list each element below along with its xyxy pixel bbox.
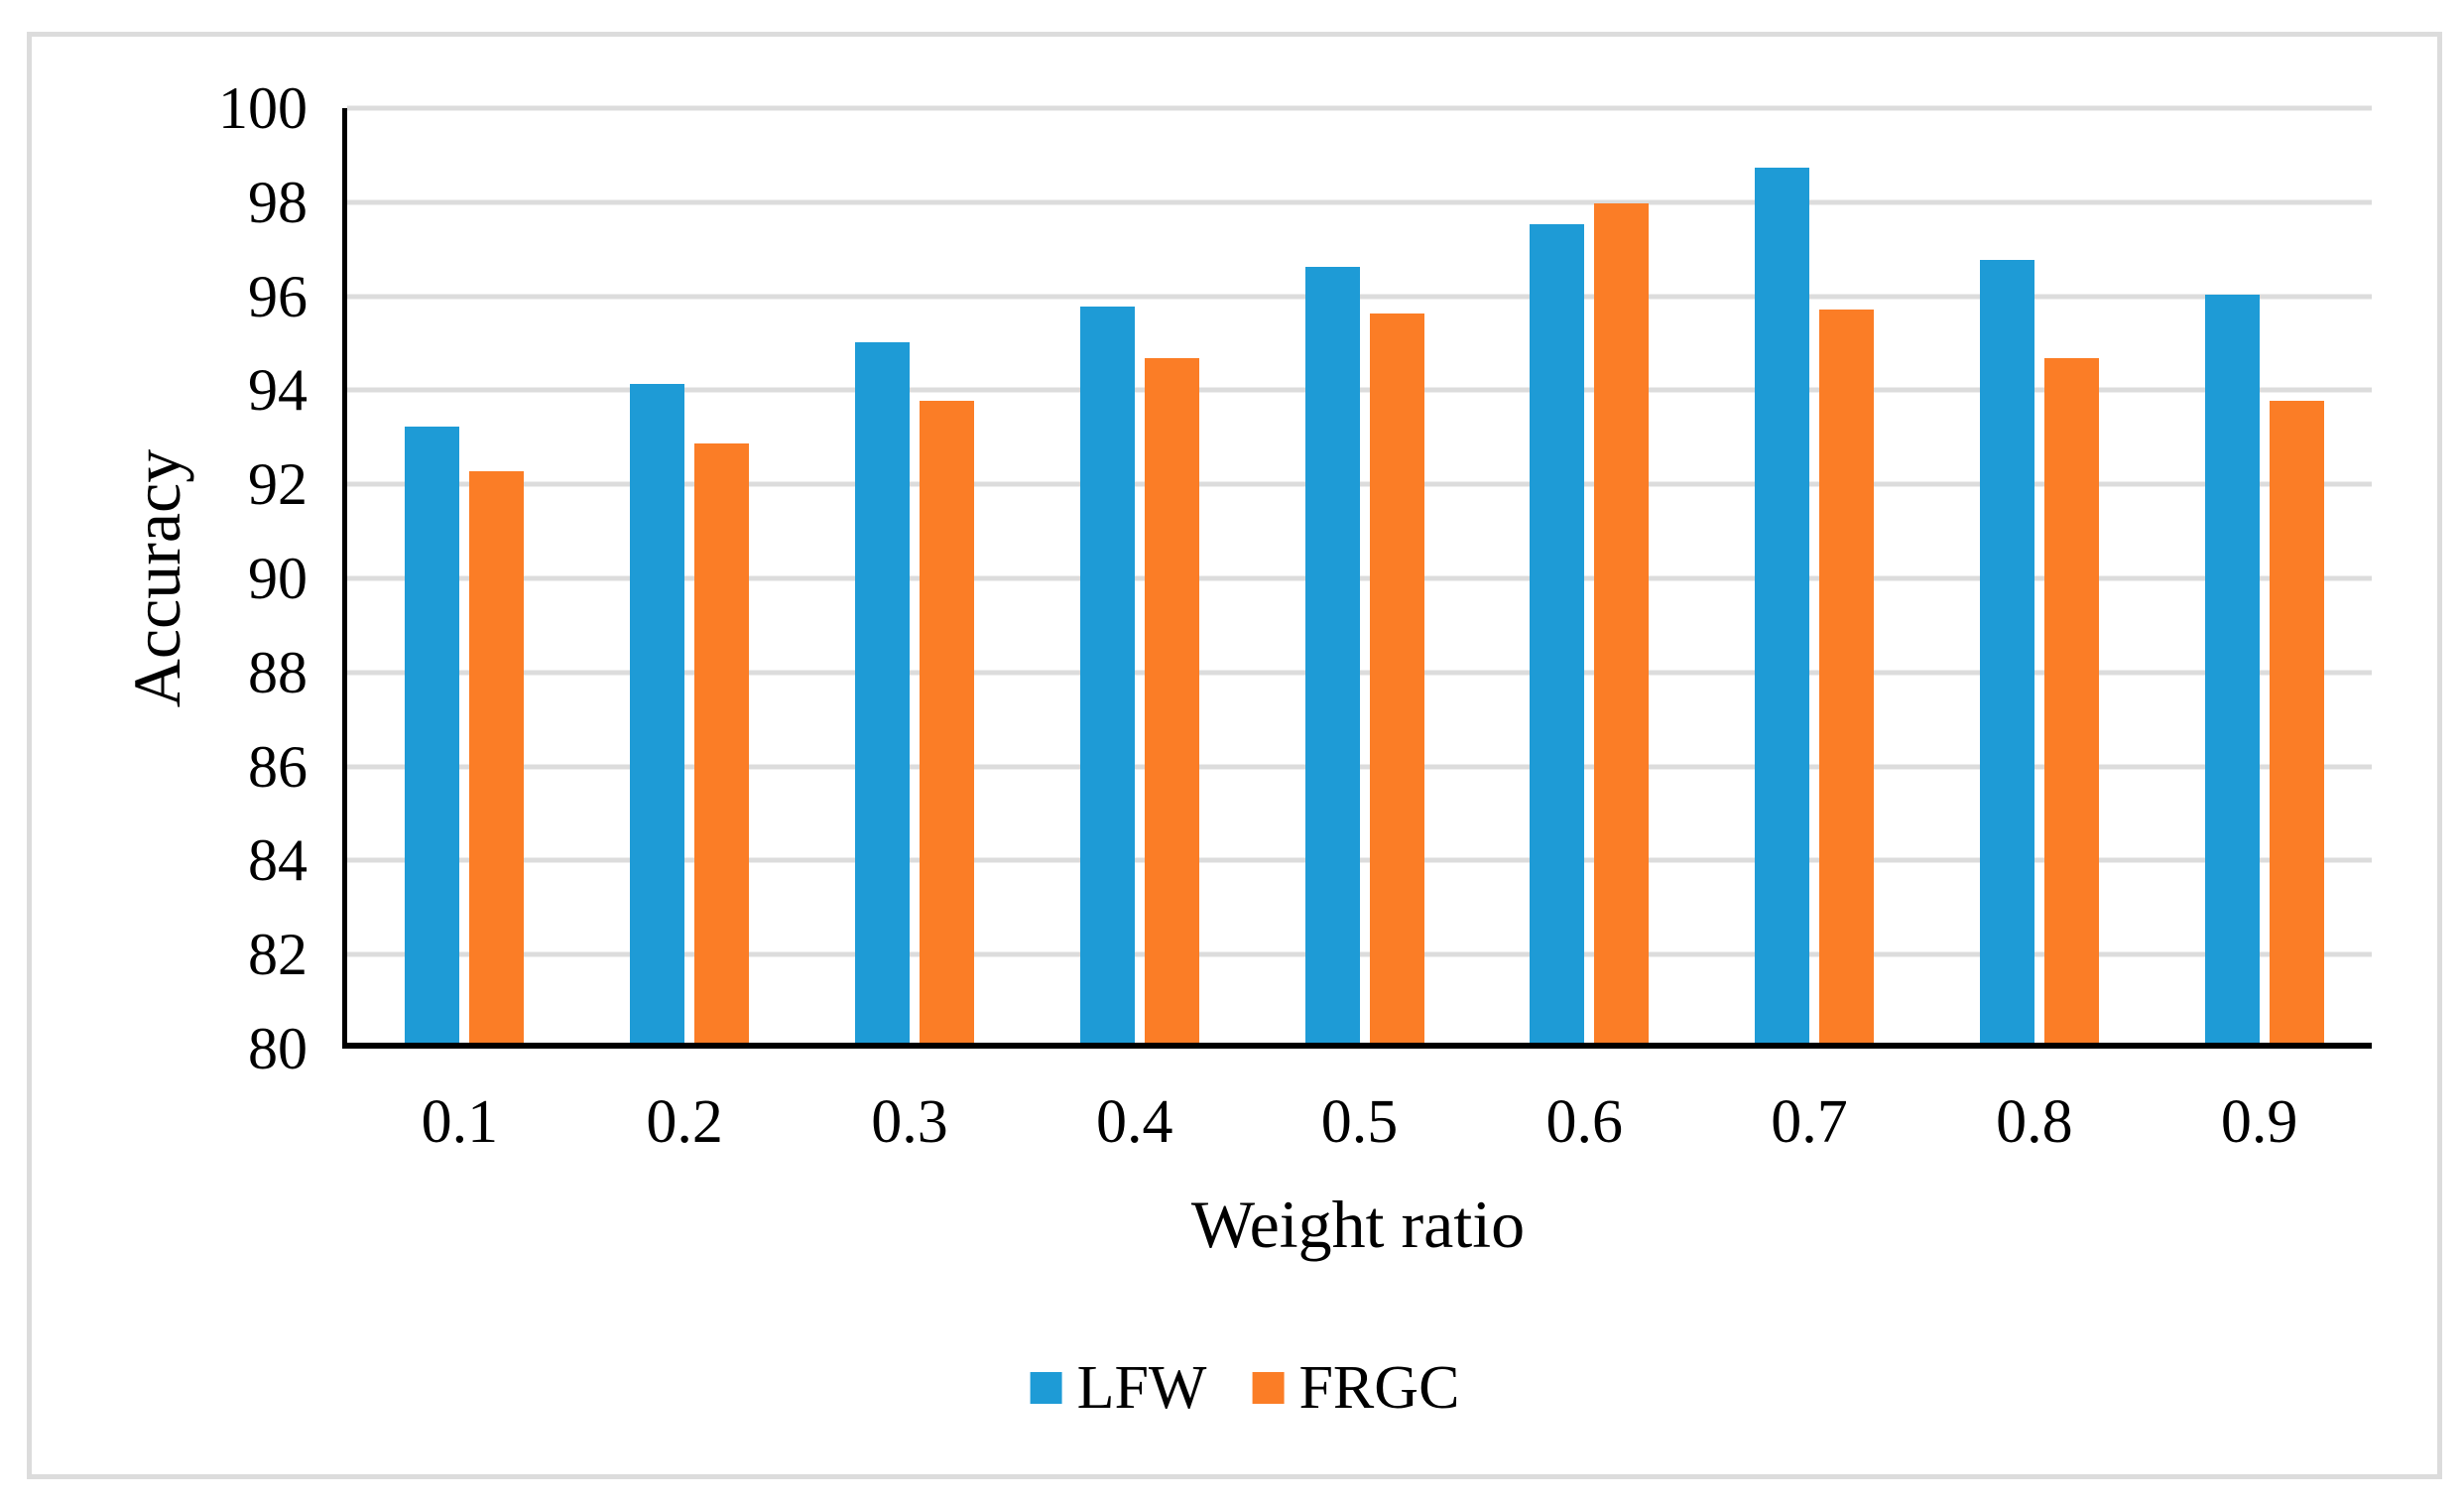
x-tick-label-0.9: 0.9: [2220, 1088, 2298, 1156]
y-tick-label-84: 84: [248, 827, 308, 894]
y-tick-label-88: 88: [248, 639, 308, 705]
x-tick-label-0.3: 0.3: [871, 1088, 948, 1156]
bar-lfw-0.3: [854, 341, 910, 1043]
bar-frgc-0.5: [1369, 314, 1424, 1043]
gridline-82: [347, 951, 2372, 957]
bar-lfw-0.1: [405, 427, 460, 1043]
bar-frgc-0.7: [1819, 309, 1875, 1043]
bar-frgc-0.1: [469, 471, 525, 1043]
bar-lfw-0.7: [1755, 168, 1810, 1043]
y-tick-label-96: 96: [248, 263, 308, 329]
x-tick-label-0.1: 0.1: [421, 1088, 499, 1156]
gridline-88: [347, 670, 2372, 676]
x-tick-label-0.8: 0.8: [1996, 1088, 2073, 1156]
gridline-90: [347, 575, 2372, 581]
bar-frgc-0.2: [694, 442, 750, 1043]
bar-frgc-0.3: [919, 401, 974, 1043]
legend-item-frgc: FRGC: [1252, 1357, 1459, 1419]
legend-label-lfw: LFW: [1076, 1354, 1207, 1422]
x-tick-label-0.4: 0.4: [1095, 1088, 1173, 1156]
y-tick-label-94: 94: [248, 357, 308, 424]
x-axis-title: Weight ratio: [1190, 1187, 1526, 1262]
legend: LFW FRGC: [1030, 1354, 1459, 1422]
bar-lfw-0.4: [1079, 307, 1135, 1043]
frgc-swatch-icon: [1252, 1372, 1285, 1404]
x-tick-label-0.2: 0.2: [646, 1088, 723, 1156]
plot-area: [342, 105, 2372, 1049]
y-tick-label-82: 82: [248, 922, 308, 988]
gridline-96: [347, 294, 2372, 300]
y-tick-label-98: 98: [248, 169, 308, 235]
bar-lfw-0.5: [1304, 266, 1360, 1043]
x-tick-label-0.6: 0.6: [1545, 1088, 1624, 1156]
x-tick-label-0.5: 0.5: [1320, 1088, 1399, 1156]
gridline-98: [347, 199, 2372, 205]
bar-lfw-0.2: [630, 384, 685, 1043]
legend-label-frgc: FRGC: [1298, 1354, 1460, 1422]
bar-frgc-0.8: [2043, 358, 2099, 1043]
figure-border: [27, 32, 2442, 1479]
y-tick-label-80: 80: [248, 1016, 308, 1081]
y-tick-label-100: 100: [218, 75, 308, 141]
x-tick-label-0.7: 0.7: [1771, 1088, 1848, 1156]
gridline-92: [347, 481, 2372, 487]
bar-frgc-0.6: [1594, 202, 1650, 1043]
gridline-86: [347, 764, 2372, 770]
y-tick-label-92: 92: [248, 451, 308, 518]
y-tick-label-86: 86: [248, 733, 308, 800]
legend-item-lfw: LFW: [1030, 1354, 1207, 1422]
gridline-100: [347, 105, 2372, 111]
bar-lfw-0.9: [2204, 295, 2260, 1043]
bar-frgc-0.9: [2269, 401, 2324, 1043]
gridline-84: [347, 857, 2372, 863]
bar-lfw-0.6: [1530, 224, 1585, 1043]
bar-lfw-0.8: [1979, 259, 2034, 1043]
y-tick-label-90: 90: [248, 546, 308, 611]
gridline-94: [347, 387, 2372, 393]
lfw-swatch-icon: [1030, 1372, 1062, 1404]
bar-frgc-0.4: [1144, 358, 1199, 1043]
